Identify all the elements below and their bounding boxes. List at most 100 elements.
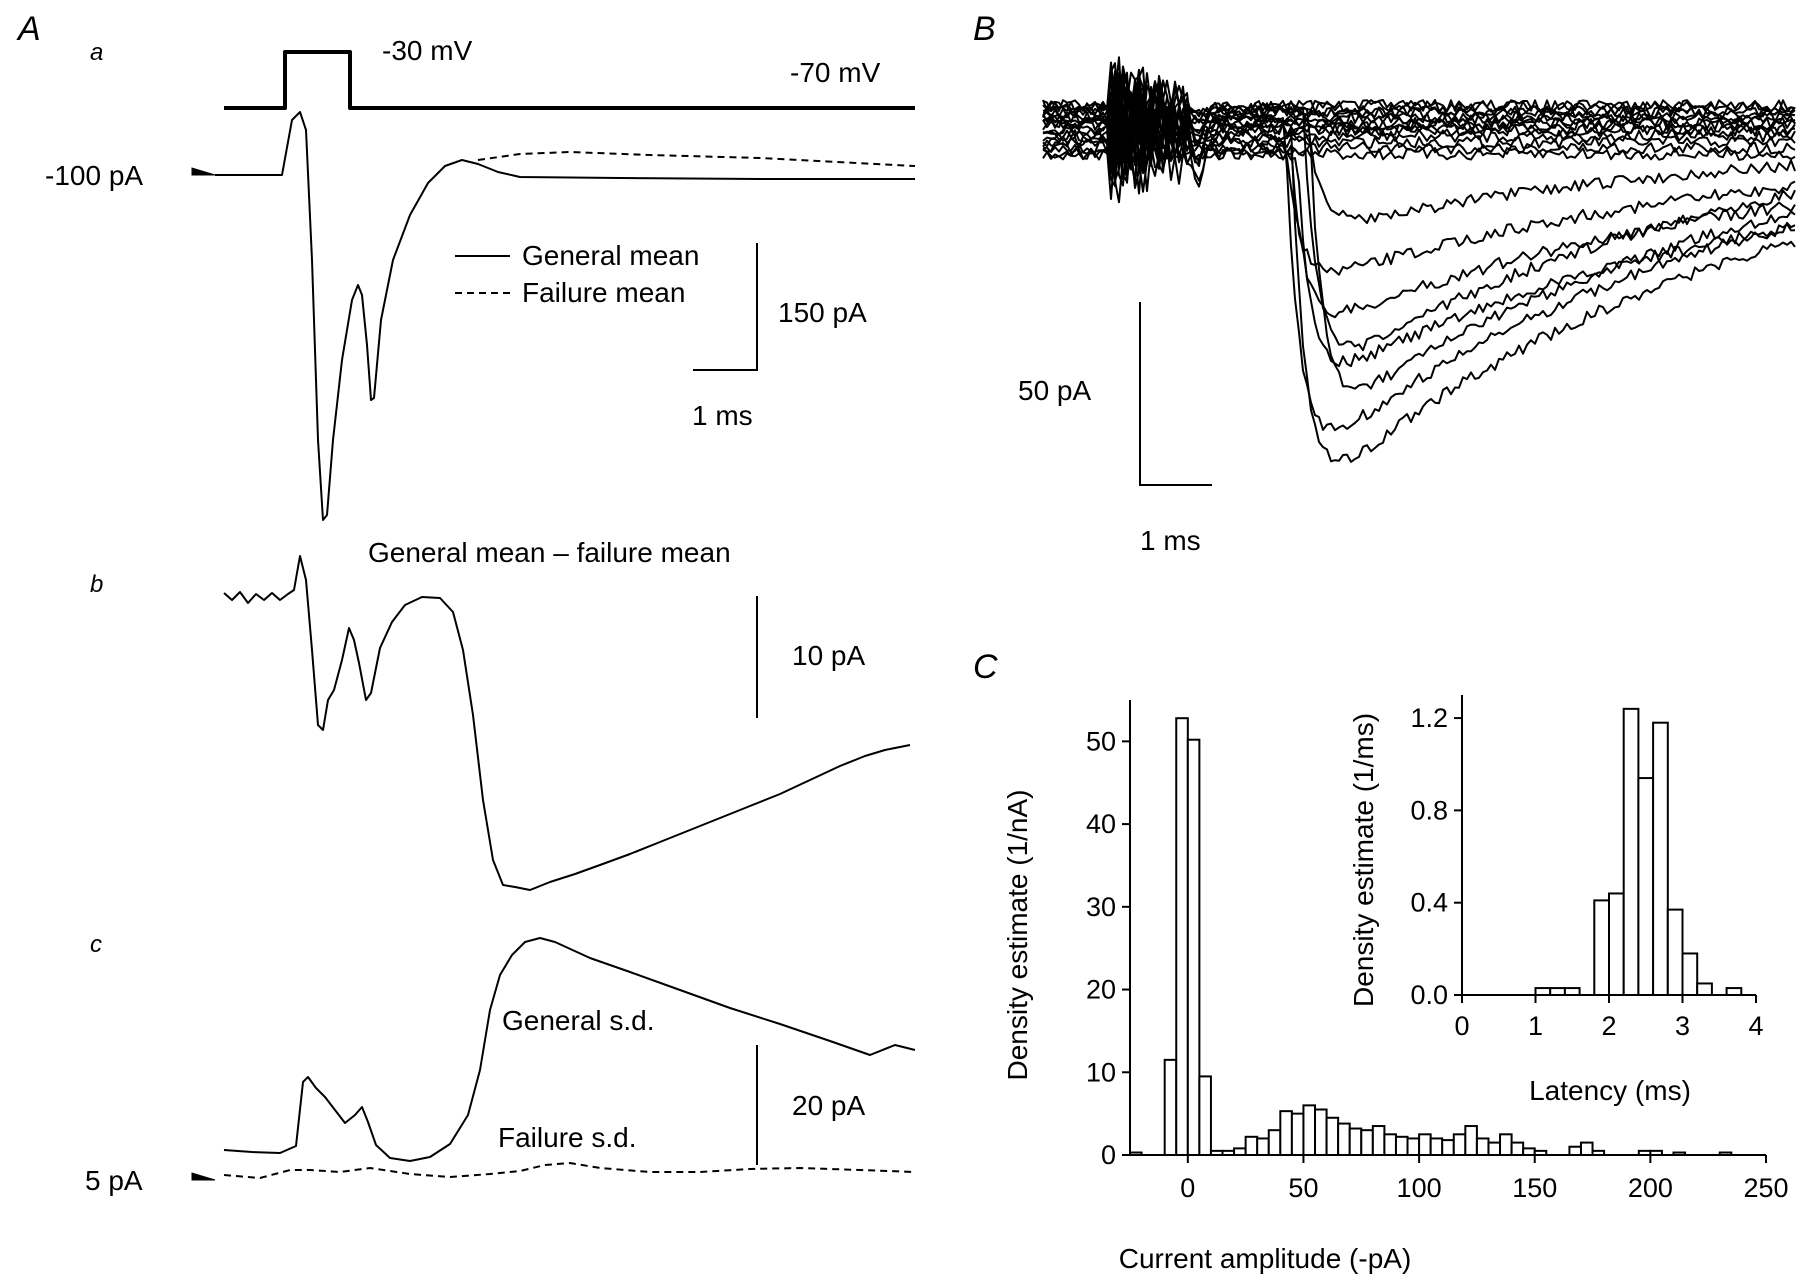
baseline-arrow-a <box>191 167 216 176</box>
amplitude-x-tick-label: 100 <box>1397 1173 1442 1203</box>
latency-histogram-bars <box>1534 707 1743 997</box>
latency-y-tick-label: 1.2 <box>1410 703 1448 733</box>
amplitude-bar-21 <box>1394 1135 1409 1157</box>
scale-label-20pA: 20 pA <box>792 1090 865 1121</box>
amplitude-x-axis-label: Current amplitude (-pA) <box>1119 1243 1412 1274</box>
latency-bar-1 <box>1549 987 1566 996</box>
amplitude-bar-27 <box>1464 1125 1478 1156</box>
amplitude-y-tick-label: 30 <box>1086 892 1116 922</box>
latency-x-axis-label: Latency (ms) <box>1529 1075 1691 1106</box>
latency-bar-9 <box>1681 952 1699 997</box>
amplitude-bar-18 <box>1360 1129 1374 1156</box>
amplitude-bar-15 <box>1325 1116 1340 1156</box>
latency-x-tick-label: 2 <box>1601 1011 1616 1041</box>
amplitude-bar-14 <box>1314 1108 1328 1156</box>
amplitude-bar-4 <box>1198 1075 1212 1156</box>
general-mean-trace <box>215 111 915 521</box>
amplitude-bar-35 <box>1579 1141 1594 1157</box>
scale-label-50pA: 50 pA <box>1018 375 1091 406</box>
scale-bar-B <box>1139 302 1212 486</box>
baseline-label-a: -100 pA <box>45 160 143 191</box>
hold-voltage-label: -70 mV <box>790 57 881 88</box>
current-trace-21 <box>1042 70 1796 463</box>
panel-C-label: C <box>973 648 998 686</box>
amplitude-histogram-bars <box>1129 717 1733 1157</box>
amplitude-bar-2 <box>1175 717 1189 1156</box>
current-trace-17 <box>1042 112 1796 368</box>
amplitude-y-axis-label: Density estimate (1/nA) <box>1002 790 1033 1081</box>
voltage-step-protocol <box>224 50 915 110</box>
legend-failure-mean: Failure mean <box>522 277 685 308</box>
amplitude-bar-24 <box>1429 1137 1444 1157</box>
scale-bar-a <box>693 243 758 371</box>
latency-y-axis-label: Density estimate (1/ms) <box>1348 713 1379 1007</box>
failure-sd-label: Failure s.d. <box>498 1122 637 1153</box>
current-trace-9 <box>1042 62 1796 146</box>
amplitude-bar-9 <box>1256 1137 1270 1157</box>
panel-B-label: B <box>973 10 996 48</box>
superimposed-current-traces <box>1042 56 1796 463</box>
difference-trace-title: General mean – failure mean <box>368 537 731 568</box>
amplitude-bar-34 <box>1568 1145 1582 1157</box>
amplitude-bar-20 <box>1383 1133 1397 1157</box>
amplitude-bar-11 <box>1279 1110 1293 1156</box>
amplitude-x-tick-label: 150 <box>1512 1173 1557 1203</box>
amplitude-x-tick-label: 50 <box>1288 1173 1318 1203</box>
latency-bar-4 <box>1608 892 1625 997</box>
amplitude-bar-28 <box>1475 1137 1490 1157</box>
baseline-label-c: 5 pA <box>85 1165 143 1196</box>
panel-A-label: A <box>16 10 41 48</box>
latency-x-tick-label: 4 <box>1748 1011 1763 1041</box>
latency-bar-10 <box>1696 982 1713 997</box>
amplitude-x-tick-label: 200 <box>1628 1173 1673 1203</box>
scale-label-1ms-a: 1 ms <box>692 400 753 431</box>
amplitude-x-tick-label: 0 <box>1180 1173 1195 1203</box>
step-voltage-label: -30 mV <box>382 35 473 66</box>
latency-bar-11 <box>1725 987 1743 996</box>
amplitude-bar-8 <box>1244 1135 1259 1157</box>
failure-sd-trace <box>223 1161 916 1180</box>
amplitude-y-tick-label: 40 <box>1086 809 1116 839</box>
amplitude-y-tick-label: 0 <box>1101 1140 1116 1170</box>
amplitude-bar-10 <box>1267 1129 1282 1156</box>
panel-Ab-label: b <box>90 571 103 598</box>
panel-Ac-label: c <box>90 931 102 958</box>
latency-bar-3 <box>1593 899 1611 997</box>
amplitude-bar-12 <box>1290 1112 1305 1156</box>
latency-y-tick-label: 0.4 <box>1410 888 1448 918</box>
amplitude-bar-29 <box>1487 1141 1502 1157</box>
latency-x-tick-label: 1 <box>1528 1011 1543 1041</box>
general-sd-trace <box>223 937 916 1162</box>
difference-trace <box>223 555 911 891</box>
amplitude-bar-31 <box>1510 1141 1525 1157</box>
amplitude-bar-17 <box>1348 1127 1363 1156</box>
latency-y-tick-label: 0.0 <box>1410 980 1448 1010</box>
amplitude-bar-13 <box>1302 1104 1317 1157</box>
latency-bar-6 <box>1637 777 1655 996</box>
latency-bar-7 <box>1652 721 1669 996</box>
amplitude-x-tick-label: 250 <box>1743 1173 1788 1203</box>
current-trace-14 <box>1042 84 1796 225</box>
scale-label-1ms-B: 1 ms <box>1140 525 1201 556</box>
amplitude-bar-22 <box>1406 1137 1421 1157</box>
amplitude-bar-26 <box>1452 1133 1467 1157</box>
baseline-arrow-c <box>191 1172 216 1181</box>
legend-general-mean: General mean <box>522 240 699 271</box>
amplitude-y-tick-label: 20 <box>1086 975 1116 1005</box>
latency-bar-8 <box>1666 908 1684 996</box>
panel-Aa-label: a <box>90 39 103 66</box>
latency-histogram-axes: 0 1 2 3 4 0.0 0.4 0.8 1.2 <box>1410 695 1764 1041</box>
latency-bar-2 <box>1563 987 1581 996</box>
amplitude-bar-25 <box>1441 1139 1455 1157</box>
current-trace-19 <box>1042 68 1796 390</box>
amplitude-bar-19 <box>1371 1125 1386 1156</box>
latency-x-tick-label: 3 <box>1675 1011 1690 1041</box>
amplitude-bar-16 <box>1337 1122 1351 1156</box>
amplitude-y-tick-label: 50 <box>1086 726 1116 756</box>
amplitude-y-tick-label: 10 <box>1086 1057 1116 1087</box>
amplitude-bar-23 <box>1418 1133 1432 1157</box>
amplitude-bar-3 <box>1186 738 1201 1157</box>
latency-x-tick-label: 0 <box>1454 1011 1469 1041</box>
